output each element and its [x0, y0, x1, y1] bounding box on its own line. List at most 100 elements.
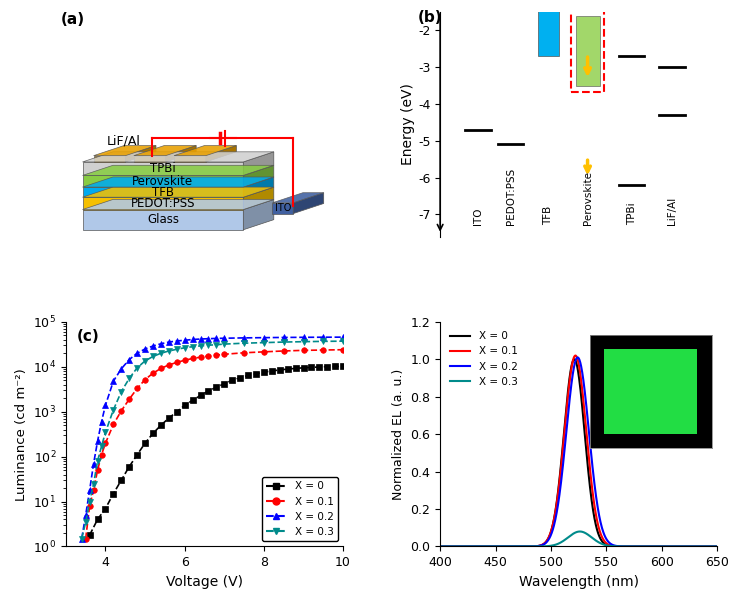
X = 0.1 [172, 359, 181, 366]
X = 0.2 [204, 335, 213, 342]
X = 0.3 [464, 543, 473, 550]
X = 0.1 [117, 407, 126, 415]
X = 0.3 [172, 346, 181, 353]
X = 0.3 [109, 406, 118, 413]
Text: ITO: ITO [274, 203, 291, 213]
X = 0.1 [657, 543, 666, 550]
X = 0.2 [436, 543, 444, 550]
X = 0.2 [260, 334, 269, 341]
Polygon shape [165, 146, 196, 162]
X = 0.3 [81, 519, 90, 526]
X = 0.1 [188, 355, 197, 362]
X = 0.1 [436, 543, 444, 550]
Legend: X = 0, X = 0.1, X = 0.2, X = 0.3: X = 0, X = 0.1, X = 0.2, X = 0.3 [445, 327, 522, 391]
X = 0 [299, 364, 308, 371]
X = 0 [252, 370, 261, 377]
Polygon shape [243, 200, 274, 230]
Text: TPBi: TPBi [150, 162, 176, 175]
X = 0.3 [101, 429, 110, 436]
X = 0.3 [299, 338, 308, 345]
X = 0 [196, 392, 205, 399]
Polygon shape [83, 187, 243, 197]
Line: X = 0.1: X = 0.1 [83, 347, 346, 541]
X = 0.2 [299, 334, 308, 341]
Polygon shape [94, 146, 156, 156]
X = 0 [331, 363, 340, 370]
X = 0 [283, 365, 292, 372]
X = 0.1 [339, 346, 348, 353]
X = 0.2 [101, 402, 110, 409]
X = 0.3 [132, 364, 141, 371]
X = 0.3 [78, 535, 86, 542]
Polygon shape [243, 152, 274, 175]
X = 0.1 [81, 535, 90, 542]
X = 0.2 [109, 378, 118, 385]
X = 0 [464, 543, 473, 550]
Text: (b): (b) [418, 10, 443, 24]
X = 0.1 [464, 543, 473, 550]
Legend: X = 0, X = 0.1, X = 0.2, X = 0.3: X = 0, X = 0.1, X = 0.2, X = 0.3 [261, 478, 338, 541]
X = 0 [117, 476, 126, 484]
Text: PEDOT:PSS: PEDOT:PSS [506, 168, 516, 226]
X = 0 [141, 440, 149, 447]
X = 0 [713, 543, 722, 550]
X = 0.3 [339, 337, 348, 345]
X = 0 [188, 397, 197, 404]
X = 0.3 [260, 339, 269, 346]
X = 0.3 [627, 543, 635, 550]
X = 0 [125, 463, 134, 470]
X = 0.3 [713, 543, 722, 550]
X = 0.1 [713, 543, 722, 550]
Polygon shape [83, 177, 274, 187]
X = 0 [315, 364, 324, 371]
X = 0.1 [652, 543, 661, 550]
X = 0.3 [85, 498, 94, 505]
X = 0.1 [109, 421, 118, 428]
Polygon shape [272, 192, 324, 203]
Polygon shape [83, 165, 274, 175]
Text: TFB: TFB [543, 206, 553, 226]
X = 0.1 [125, 396, 134, 403]
X = 0.3 [157, 350, 165, 357]
X = 0 [657, 543, 666, 550]
X = 0.1 [180, 356, 189, 364]
Polygon shape [294, 192, 324, 214]
X = 0 [339, 363, 348, 370]
Line: X = 0: X = 0 [440, 359, 717, 546]
X = 0 [291, 365, 300, 372]
Polygon shape [94, 156, 125, 162]
X = 0.2 [81, 511, 90, 519]
Text: LiF/Al: LiF/Al [107, 135, 141, 148]
X = 0.2 [652, 543, 661, 550]
X = 0.2 [97, 418, 106, 425]
X = 0.3 [196, 342, 205, 349]
X = 0.3 [280, 339, 288, 346]
Text: TPBi: TPBi [627, 203, 637, 226]
X = 0.2 [212, 335, 221, 342]
X = 0.1 [141, 376, 149, 383]
Text: Perovskite: Perovskite [132, 175, 193, 188]
X = 0.2 [627, 543, 635, 550]
X = 0.2 [78, 535, 86, 542]
Line: X = 0.3: X = 0.3 [79, 339, 346, 541]
X = 0.3 [141, 358, 149, 365]
X = 0.3 [548, 542, 556, 549]
X = 0 [172, 408, 181, 415]
X = 0.1 [220, 350, 228, 358]
X = 0.2 [188, 336, 197, 343]
X = 0.1 [97, 451, 106, 459]
X = 0 [109, 490, 118, 497]
Text: TFB: TFB [152, 186, 174, 198]
Bar [538, 0, 559, 56]
X = 0.2 [464, 543, 473, 550]
X = 0 [85, 532, 94, 539]
X = 0 [220, 380, 228, 387]
X = 0.1 [157, 365, 165, 372]
Polygon shape [83, 152, 274, 162]
X = 0.2 [319, 334, 328, 341]
X = 0.2 [220, 334, 228, 342]
X = 0 [267, 367, 276, 374]
X = 0.2 [172, 337, 181, 345]
X = 0.3 [204, 342, 213, 349]
Text: Glass: Glass [147, 213, 179, 226]
